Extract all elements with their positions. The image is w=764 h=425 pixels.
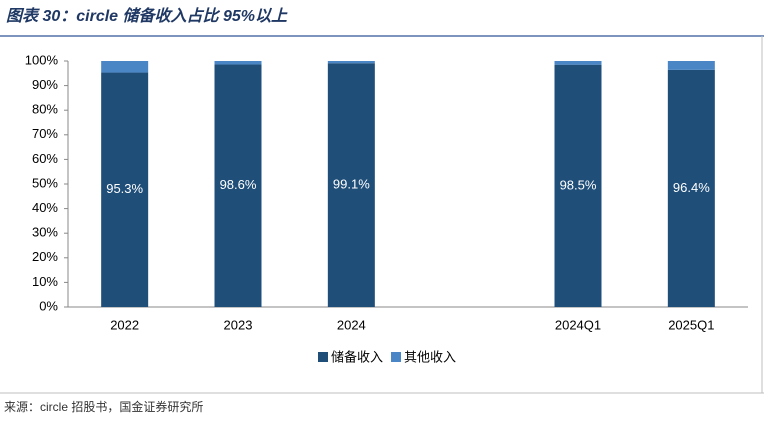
y-tick-label: 30% [32,225,58,240]
x-tick-label: 2024Q1 [555,317,601,332]
x-tick-label: 2025Q1 [668,317,714,332]
legend-swatch [391,352,402,362]
y-tick-label: 70% [32,126,58,141]
bar-segment [214,61,262,65]
x-tick-label: 2022 [110,317,139,332]
bar-segment [327,63,375,307]
y-tick-label: 0% [39,298,58,313]
bar-segment [667,61,715,70]
y-tick-label: 100% [25,52,59,67]
y-tick-label: 20% [32,249,58,264]
data-label: 98.6% [220,177,257,192]
y-tick-label: 40% [32,200,58,215]
y-tick-label: 60% [32,151,58,166]
bar-segment [101,72,149,307]
bar-segment [214,64,262,307]
y-tick-label: 10% [32,274,58,289]
data-label: 99.1% [333,177,370,192]
bar-segment [327,61,375,64]
source-note: 来源：circle 招股书，国金证券研究所 [4,399,203,414]
chart-title: 图表 30：circle 储备收入占比 95%以上 [6,7,288,25]
x-tick-label: 2024 [337,317,366,332]
y-tick-label: 50% [32,175,58,190]
y-tick-label: 80% [32,102,58,117]
x-tick-label: 2023 [224,317,253,332]
legend-swatch [318,352,328,362]
legend-label: 储备收入 [331,349,383,364]
y-tick-label: 90% [32,77,58,92]
bar-segment [554,61,602,65]
data-label: 98.5% [560,177,597,192]
legend-label: 其他收入 [404,349,456,364]
data-label: 96.4% [673,180,710,195]
data-label: 95.3% [106,181,143,196]
bar-segment [101,61,149,73]
bar-segment [667,69,715,307]
bar-segment [554,64,602,307]
